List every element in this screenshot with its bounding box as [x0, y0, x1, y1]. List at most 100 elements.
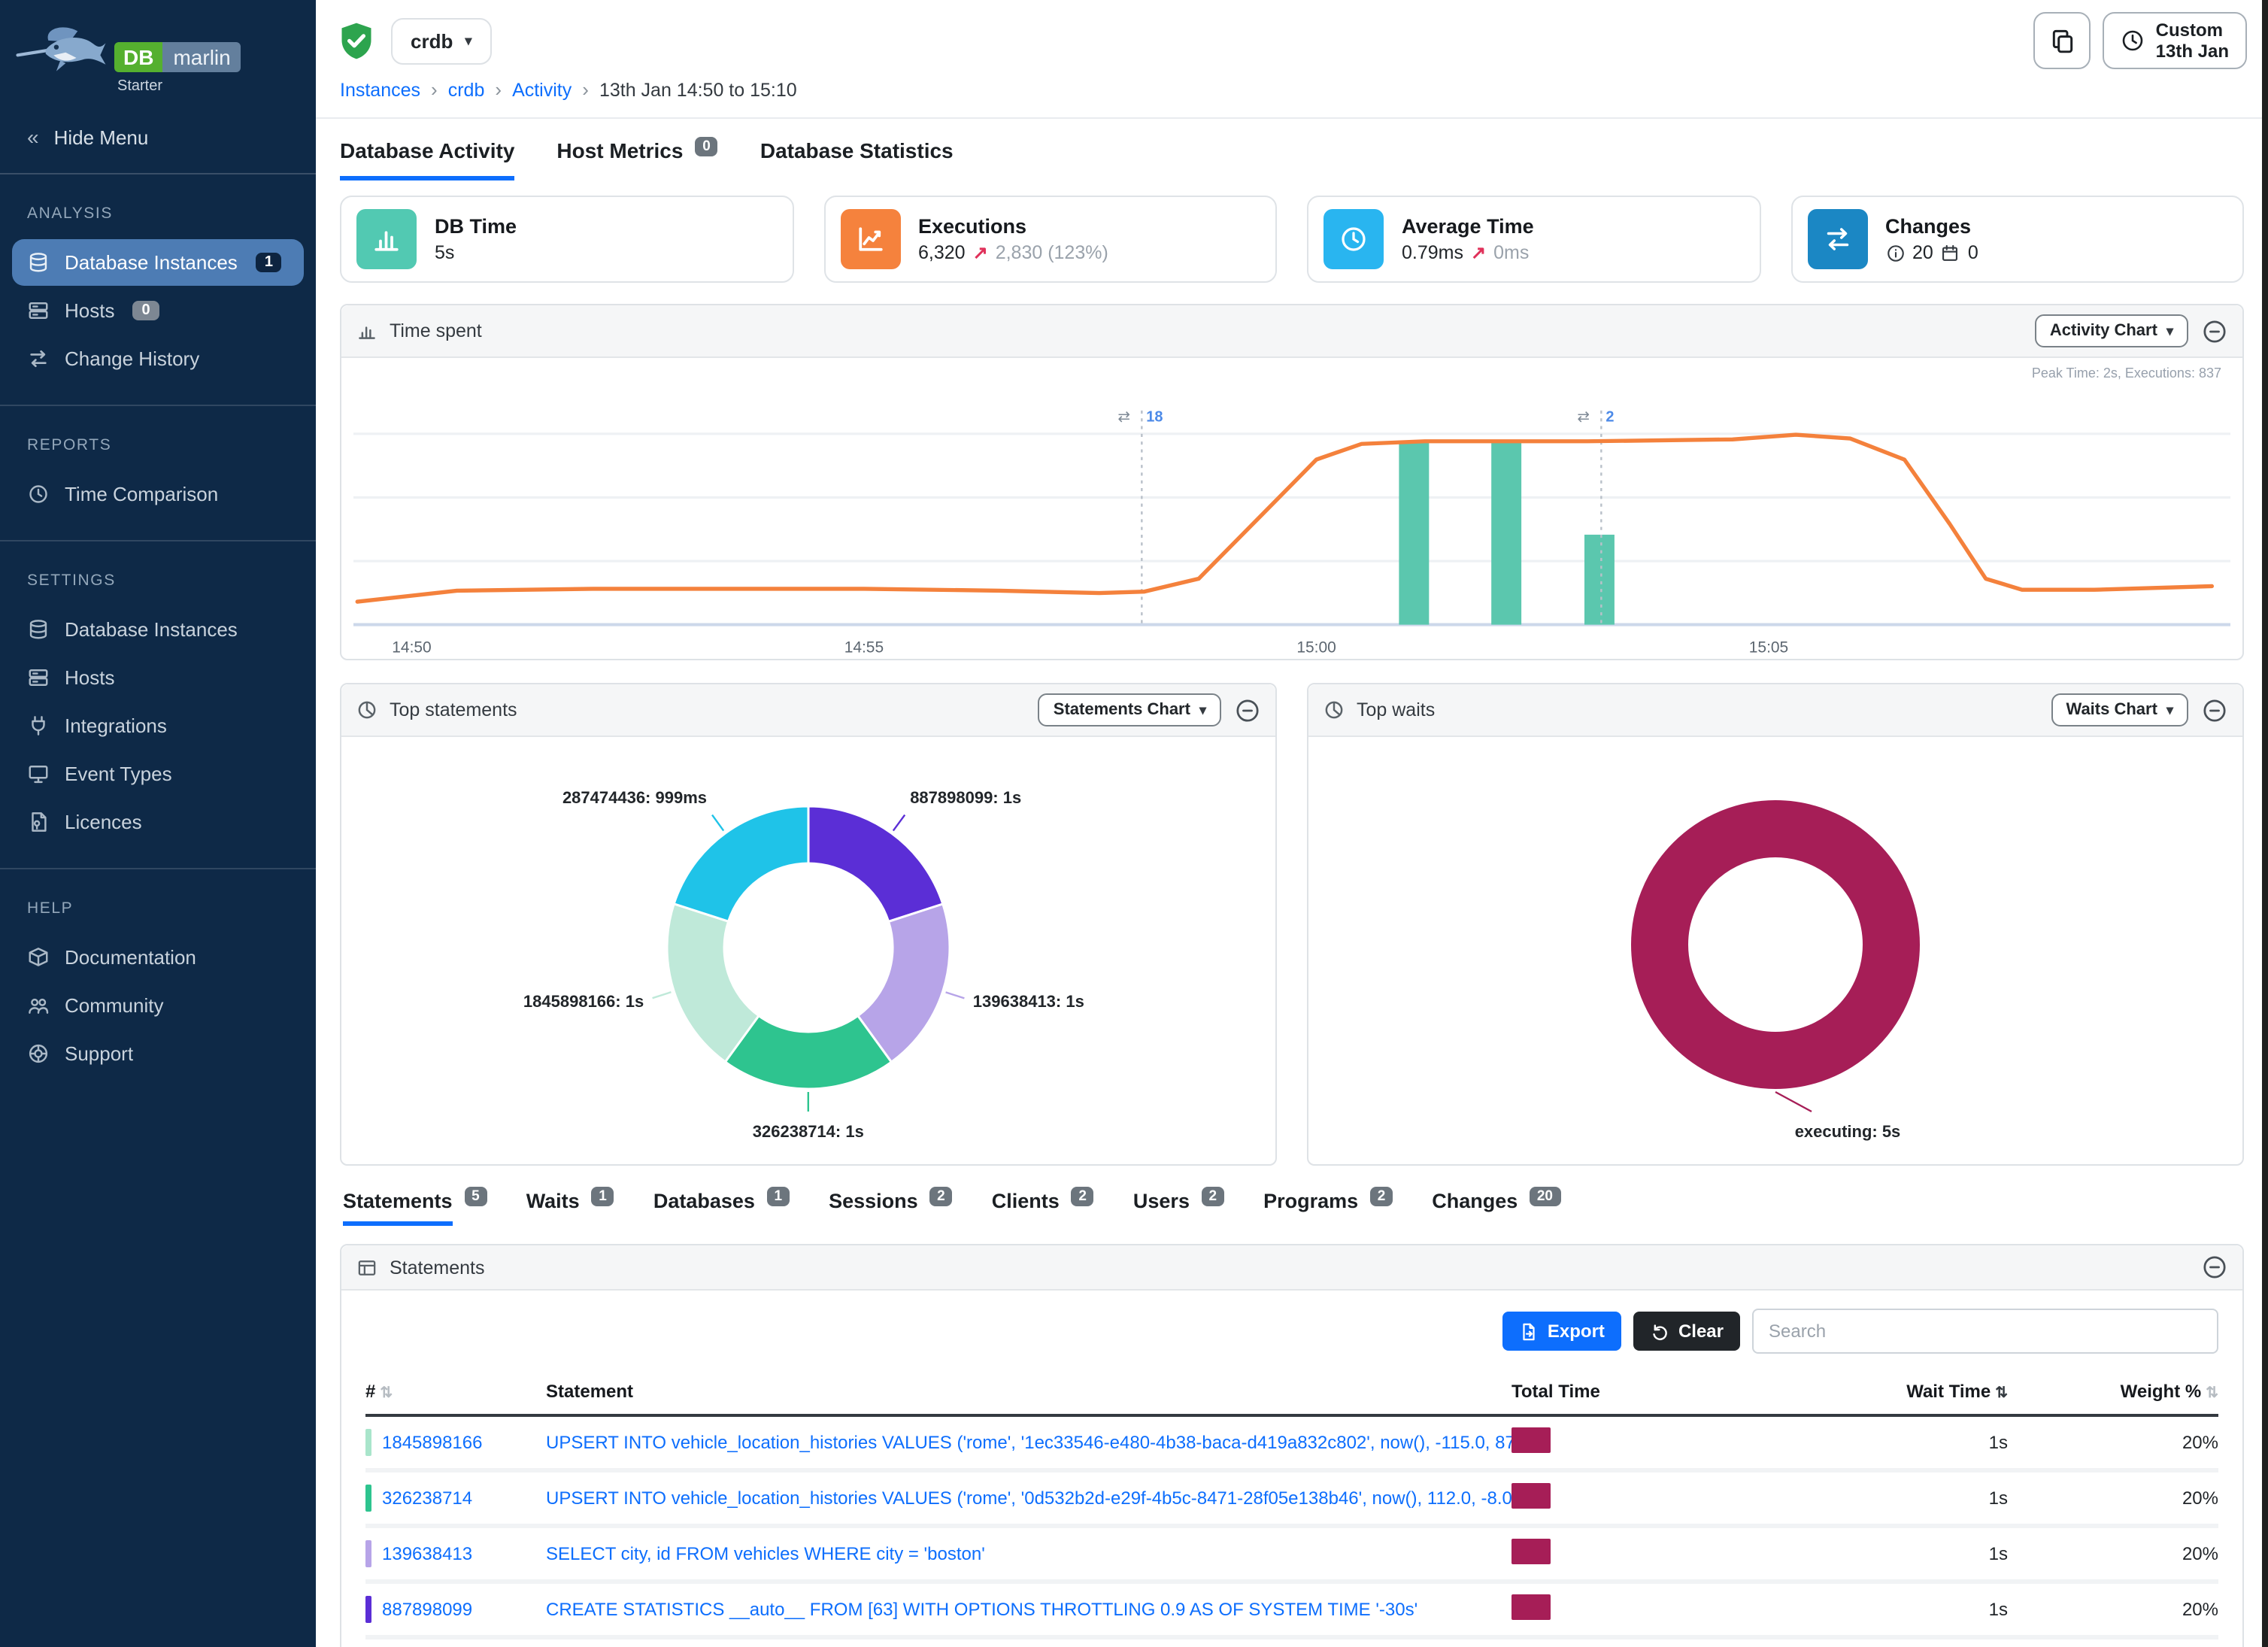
statement-link[interactable]: CREATE STATISTICS __auto__ FROM [63] WIT… [546, 1599, 1418, 1620]
people-icon [27, 994, 50, 1017]
breadcrumb-13th-jan-14-50-to-15-10: 13th Jan 14:50 to 15:10 [599, 79, 797, 100]
tab-clients[interactable]: Clients 2 [992, 1187, 1094, 1226]
weight-cell: 20% [2182, 1599, 2218, 1620]
statement-id-link[interactable]: 139638413 [382, 1543, 473, 1564]
shield-check-icon [337, 21, 376, 60]
sidebar-item-community[interactable]: Community [12, 982, 304, 1029]
collapse-panel-icon[interactable] [2202, 1254, 2227, 1280]
tab-databases[interactable]: Databases 1 [653, 1187, 790, 1226]
sidebar-item-hosts[interactable]: Hosts [12, 654, 304, 701]
section-label: SETTINGS [27, 572, 116, 590]
chevron-down-icon: ▾ [2166, 323, 2173, 338]
tab-database-statistics[interactable]: Database Statistics [760, 138, 954, 162]
waits-chart-dropdown[interactable]: Waits Chart ▾ [2051, 693, 2188, 726]
tab-users[interactable]: Users 2 [1133, 1187, 1225, 1226]
main-area: crdb ▾ Custom 13th Jan [316, 0, 2268, 1647]
weight-cell: 20% [2182, 1543, 2218, 1564]
svg-text:15:05: 15:05 [1749, 638, 1788, 656]
tab-waits[interactable]: Waits 1 [526, 1187, 614, 1226]
sidebar-item-database-instances[interactable]: Database Instances 1 [12, 239, 304, 286]
statement-id-link[interactable]: 887898099 [382, 1599, 473, 1620]
statement-id-link[interactable]: 326238714 [382, 1488, 473, 1509]
svg-text:⇄: ⇄ [1577, 408, 1590, 425]
breadcrumb-instances[interactable]: Instances [340, 79, 421, 100]
tab-statements[interactable]: Statements 5 [343, 1187, 487, 1226]
main-tabs: Database Activity Host Metrics 0 Databas… [316, 119, 2268, 180]
sidebar-item-support[interactable]: Support [12, 1030, 304, 1077]
sort-icon-active[interactable]: ⇅ [1995, 1385, 2008, 1402]
waits-donut-chart[interactable]: executing: 5s [1308, 737, 2242, 1164]
total-time-bar [1511, 1483, 1551, 1509]
hide-menu-button[interactable]: « Hide Menu [0, 104, 316, 174]
breadcrumb-separator: › [431, 78, 438, 101]
collapse-panel-icon[interactable] [1235, 697, 1260, 723]
tab-sessions[interactable]: Sessions 2 [829, 1187, 953, 1226]
time-range-button[interactable]: Custom 13th Jan [2103, 12, 2247, 69]
breadcrumb-activity[interactable]: Activity [512, 79, 572, 100]
statement-id-link[interactable]: 1845898166 [382, 1432, 483, 1453]
breadcrumb-separator: › [495, 78, 502, 101]
sidebar-item-event-types[interactable]: Event Types [12, 751, 304, 797]
breadcrumb-crdb[interactable]: crdb [447, 79, 485, 100]
metric-card-executions[interactable]: Executions 6,320 ↗ 2,830 (123%) [823, 196, 1277, 283]
collapse-panel-icon[interactable] [2202, 697, 2227, 723]
sidebar-item-licences[interactable]: Licences [12, 799, 304, 845]
sidebar-item-integrations[interactable]: Integrations [12, 702, 304, 749]
metric-card-average-time[interactable]: Average Time 0.79ms ↗ 0ms [1307, 196, 1760, 283]
sidebar-section-reports: REPORTS Time Comparison [0, 406, 316, 541]
server-icon [27, 299, 50, 322]
sidebar-section-help: HELP Documentation Community Support [0, 869, 316, 1100]
statement-link[interactable]: UPSERT INTO vehicle_location_histories V… [546, 1488, 1511, 1509]
clock-icon [27, 483, 50, 505]
svg-text:2: 2 [1605, 408, 1614, 425]
statements-donut-chart[interactable]: 887898099: 1s 139638413: 1s 326238714: 1s 1… [341, 737, 1275, 1164]
tab-host-metrics[interactable]: Host Metrics 0 [556, 137, 718, 180]
tab-database-activity[interactable]: Database Activity [340, 138, 515, 180]
wait-time-cell: 1s [1988, 1488, 2008, 1509]
content: DB Time 5s Executions 6,320 ↗ 2,830 (123%)… [316, 180, 2268, 1647]
tab-changes[interactable]: Changes 20 [1432, 1187, 1560, 1226]
metric-card-changes[interactable]: Changes 20 0 [1790, 196, 2244, 283]
sidebar-item-time-comparison[interactable]: Time Comparison [12, 471, 304, 517]
sidebar-item-hosts[interactable]: Hosts 0 [12, 287, 304, 334]
search-input[interactable] [1752, 1309, 2218, 1354]
export-button[interactable]: Export [1502, 1312, 1621, 1351]
breadcrumb-separator: › [582, 78, 589, 101]
sort-icon[interactable]: ⇅ [380, 1385, 393, 1402]
sidebar-item-database-instances[interactable]: Database Instances [12, 606, 304, 653]
logo-db: DB [114, 42, 163, 72]
copy-link-button[interactable] [2033, 12, 2091, 69]
sidebar-item-documentation[interactable]: Documentation [12, 934, 304, 981]
total-time-bar [1511, 1539, 1551, 1564]
statement-link[interactable]: UPSERT INTO vehicle_location_histories V… [546, 1432, 1511, 1453]
panel-title: Top waits [1357, 699, 1436, 720]
sidebar-item-change-history[interactable]: Change History [12, 335, 304, 382]
time-range-line1: Custom [2155, 19, 2223, 41]
activity-chart-dropdown[interactable]: Activity Chart ▾ [2034, 314, 2188, 347]
instance-selector[interactable]: crdb ▾ [391, 17, 492, 64]
statements-chart-dropdown[interactable]: Statements Chart ▾ [1038, 693, 1221, 726]
sort-icon[interactable]: ⇅ [2206, 1385, 2218, 1402]
activity-chart[interactable]: ⇄ 18 ⇄ 2 14:50 14:55 15:00 15:05 [353, 364, 2230, 659]
chart-line-icon [840, 209, 900, 269]
panel-title: Statements [390, 1257, 485, 1278]
total-time-bar [1511, 1427, 1551, 1453]
chevron-down-icon: ▾ [2166, 702, 2173, 717]
count-badge: 0 [695, 137, 718, 156]
statements-table: # ⇅ Statement Total Time Wait Time ⇅ Weigh… [341, 1369, 2242, 1647]
logo-marlin: marlin [162, 42, 241, 72]
time-spent-panel: Time spent Activity Chart ▾ Peak Time: 2… [340, 304, 2244, 660]
window-edge [2262, 0, 2268, 1647]
collapse-panel-icon[interactable] [2202, 318, 2227, 344]
metric-card-db-time[interactable]: DB Time 5s [340, 196, 793, 283]
clock-icon [1324, 209, 1384, 269]
trend-up-icon: ↗ [1471, 242, 1487, 263]
statement-color-bar [365, 1429, 371, 1456]
statement-link[interactable]: SELECT city, id FROM vehicles WHERE city… [546, 1543, 985, 1564]
count-badge: 1 [591, 1187, 614, 1206]
info-icon [1885, 243, 1905, 262]
tab-programs[interactable]: Programs 2 [1263, 1187, 1393, 1226]
statements-panel: Statements Export Clear [340, 1244, 2244, 1647]
count-badge: 2 [1369, 1187, 1393, 1206]
clear-button[interactable]: Clear [1633, 1312, 1740, 1351]
